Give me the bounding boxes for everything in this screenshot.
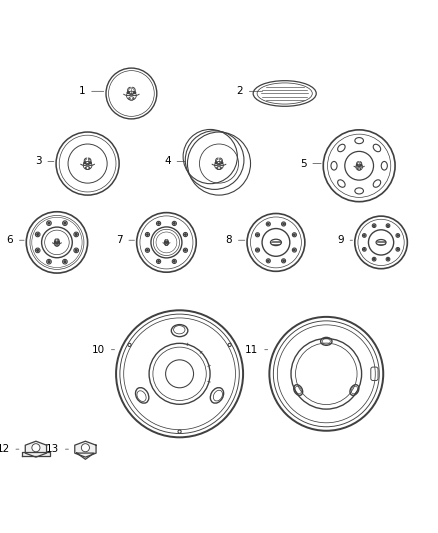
Text: 1: 1 (79, 86, 85, 96)
Polygon shape (77, 453, 94, 459)
Circle shape (387, 225, 389, 227)
Circle shape (81, 443, 89, 452)
Circle shape (374, 225, 375, 227)
Circle shape (147, 234, 148, 235)
Circle shape (215, 162, 217, 164)
Circle shape (84, 162, 85, 164)
Circle shape (64, 261, 66, 263)
Text: 7: 7 (116, 235, 123, 245)
Circle shape (37, 249, 39, 251)
Text: 13: 13 (46, 444, 59, 454)
Circle shape (75, 249, 77, 251)
Circle shape (58, 241, 59, 243)
Circle shape (48, 222, 50, 224)
Circle shape (167, 241, 168, 243)
Circle shape (283, 223, 284, 225)
Circle shape (293, 249, 295, 251)
Circle shape (257, 234, 258, 236)
Circle shape (64, 222, 66, 224)
Circle shape (374, 259, 375, 260)
Circle shape (397, 249, 399, 250)
Circle shape (185, 234, 186, 235)
Text: 2: 2 (237, 86, 243, 96)
Text: 6: 6 (7, 235, 13, 245)
Polygon shape (22, 452, 49, 456)
Circle shape (397, 235, 399, 236)
Circle shape (48, 261, 50, 263)
Circle shape (55, 241, 56, 243)
Circle shape (158, 223, 159, 224)
Text: 5: 5 (300, 159, 307, 168)
Circle shape (147, 249, 148, 251)
Circle shape (127, 92, 129, 93)
Circle shape (387, 259, 389, 260)
Text: 3: 3 (35, 156, 42, 166)
Circle shape (361, 165, 362, 166)
Text: 12: 12 (0, 444, 10, 454)
Circle shape (257, 249, 258, 251)
Circle shape (364, 249, 365, 250)
Circle shape (75, 233, 77, 236)
Text: 11: 11 (245, 345, 258, 355)
Circle shape (185, 249, 186, 251)
Circle shape (134, 92, 135, 93)
Circle shape (364, 235, 365, 236)
Text: 8: 8 (226, 235, 232, 245)
Circle shape (268, 223, 269, 225)
Circle shape (293, 234, 295, 236)
Circle shape (173, 261, 175, 262)
Circle shape (268, 260, 269, 262)
Text: 10: 10 (92, 345, 105, 355)
Text: 4: 4 (164, 156, 171, 166)
Text: 9: 9 (337, 235, 344, 245)
Circle shape (221, 162, 223, 164)
Polygon shape (25, 441, 46, 457)
Circle shape (90, 162, 91, 164)
Polygon shape (75, 441, 96, 457)
Circle shape (173, 223, 175, 224)
Circle shape (158, 261, 159, 262)
Circle shape (37, 233, 39, 236)
Circle shape (283, 260, 284, 262)
Circle shape (32, 443, 40, 452)
Circle shape (165, 241, 166, 243)
